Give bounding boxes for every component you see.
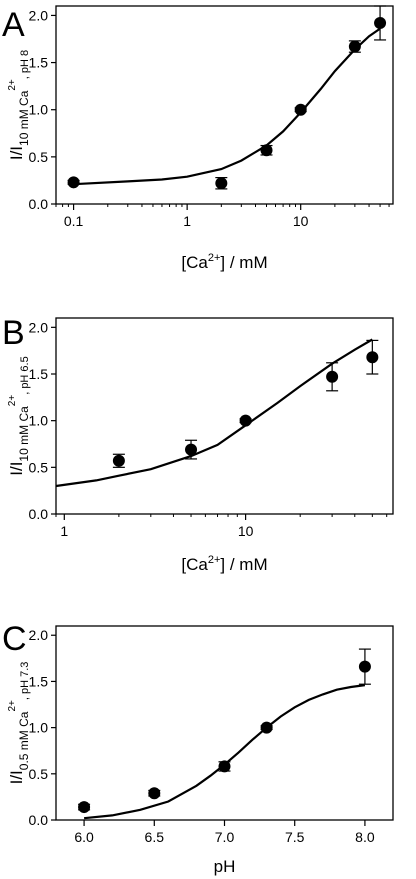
panel-b-frame — [55, 317, 394, 515]
panel-b-ytick-label: 2.0 — [29, 319, 49, 335]
panel-b-x-axis-label: [Ca2+] / mM — [181, 554, 267, 574]
panel-b: B 0.0 0.5 1.0 1.5 2.0 1 10 [Ca2+] / mM I/I10 mM C… — [2, 314, 394, 574]
panel-c-data-point — [358, 660, 371, 673]
panel-c-letter: C — [2, 620, 27, 658]
panel-a-xtick-label: 10 — [293, 213, 309, 229]
panel-c-data-point — [218, 760, 231, 773]
panel-c-x-axis-label: pH — [214, 857, 236, 876]
panel-a-ytick-label: 0.5 — [29, 149, 49, 165]
panel-b-data-point — [239, 414, 252, 427]
panel-a-data-point — [374, 16, 387, 29]
panel-a-ytick-label: 2.0 — [29, 7, 49, 23]
panel-a-frame — [55, 5, 394, 205]
panel-c-y-axis-label: I/I0.5 mM Ca2+, pH 7.3 — [7, 662, 31, 785]
panel-a-ytick-label: 0.0 — [29, 196, 49, 212]
panel-b-fit-curve — [55, 338, 373, 488]
panel-b-data-point — [112, 454, 125, 467]
panel-a-xtick-label: 1 — [183, 213, 191, 229]
panel-c-ytick-label: 1.0 — [29, 720, 49, 736]
panel-a-fit-curve — [73, 27, 381, 186]
panel-a-data-point — [348, 40, 361, 53]
panel-a-xtick-label: 0.1 — [64, 213, 84, 229]
panel-b-letter: B — [2, 314, 25, 352]
panel-c-xtick-label: 6.5 — [145, 829, 165, 845]
panel-c: C 0.0 0.5 1.0 1.5 2.0 6.0 6.5 7.0 7.5 8.0 pH I/I0.5 … — [2, 620, 394, 876]
panel-a-ytick-label: 1.0 — [29, 102, 49, 118]
panel-c-xtick-label: 7.5 — [285, 829, 305, 845]
panel-c-data-point — [260, 721, 273, 734]
panel-a-data-point — [67, 176, 80, 189]
panel-c-ytick-label: 0.5 — [29, 766, 49, 782]
panel-a-data-point — [294, 103, 307, 116]
panel-a-y-axis-label: I/I10 mM Ca2+, pH 8 — [7, 50, 31, 160]
panel-c-ytick-label: 2.0 — [29, 627, 49, 643]
panel-a: A 0.0 0.5 1.0 1.5 2.0 0.1 1 10 [Ca2+] / mM I/I10 m… — [2, 5, 394, 272]
panel-b-ytick-label: 0.0 — [29, 506, 49, 522]
panel-c-xtick-label: 8.0 — [355, 829, 375, 845]
panel-b-y-axis-label: I/I10 mM Ca2+, pH 6.5 — [7, 356, 31, 475]
panel-b-ytick-label: 1.0 — [29, 413, 49, 429]
panel-c-data-point — [148, 787, 161, 800]
panel-a-letter: A — [2, 6, 25, 44]
panel-c-ytick-label: 1.5 — [29, 673, 49, 689]
panel-c-ytick-label: 0.0 — [29, 812, 49, 828]
panel-c-frame — [55, 625, 394, 821]
panel-c-xtick-label: 7.0 — [215, 829, 235, 845]
panel-b-data-point — [185, 443, 198, 456]
panel-b-xtick-label: 1 — [60, 523, 68, 539]
panel-c-xtick-label: 6.0 — [74, 829, 94, 845]
panel-b-xtick-label: 10 — [238, 523, 254, 539]
panel-a-ytick-label: 1.5 — [29, 55, 49, 71]
panel-a-data-point — [260, 144, 273, 157]
panel-a-data-point — [215, 177, 228, 190]
panel-b-ytick-label: 0.5 — [29, 459, 49, 475]
panel-b-data-point — [366, 351, 379, 364]
panel-b-ytick-label: 1.5 — [29, 366, 49, 382]
panel-c-fit-curve — [83, 684, 366, 820]
panel-c-data-point — [78, 801, 91, 814]
panel-a-x-axis-label: [Ca2+] / mM — [181, 252, 267, 272]
panel-b-data-point — [326, 370, 339, 383]
